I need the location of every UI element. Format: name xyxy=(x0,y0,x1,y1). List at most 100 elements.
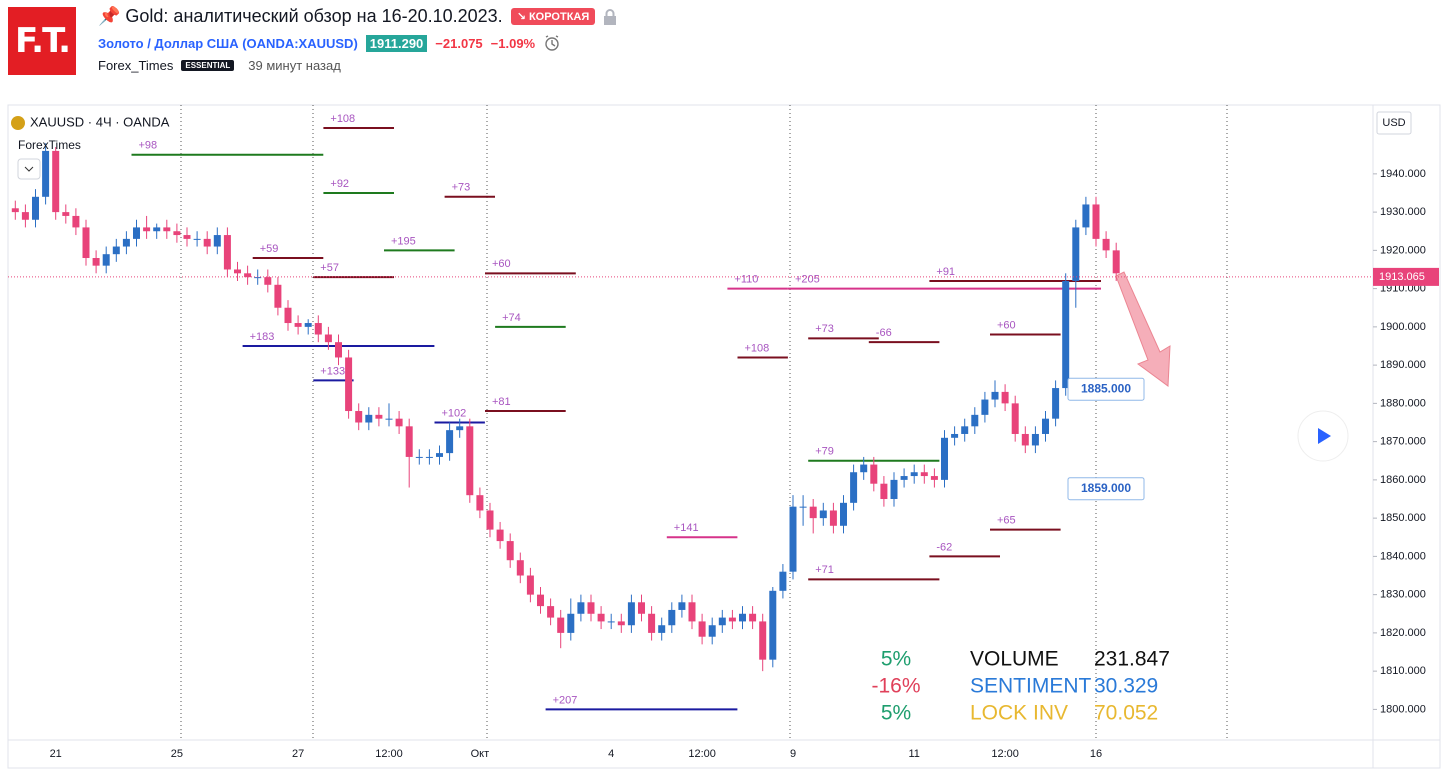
candle-body xyxy=(355,411,363,423)
candle-body xyxy=(678,602,686,610)
level-label: +57 xyxy=(320,262,339,274)
candle-body xyxy=(153,227,161,232)
x-tick-label: Окт xyxy=(471,748,490,760)
candle-body xyxy=(941,437,948,480)
x-tick-label: 12:00 xyxy=(375,748,403,760)
candle-body xyxy=(1001,391,1009,404)
y-tick-label: 1940.000 xyxy=(1380,168,1426,180)
author[interactable]: Forex_Times xyxy=(98,58,174,73)
plan-badge: ESSENTIAL xyxy=(181,60,235,71)
level-label: +183 xyxy=(250,331,275,343)
candle-body xyxy=(314,323,322,335)
y-tick-label: 1820.000 xyxy=(1380,627,1426,639)
stat-pct: 5% xyxy=(881,702,911,725)
level-label: +79 xyxy=(815,446,834,458)
candle-body xyxy=(961,426,969,434)
candle-body xyxy=(799,506,807,508)
stat-value: 30.329 xyxy=(1094,675,1158,698)
level-label: +91 xyxy=(936,266,955,278)
y-tick-label: 1840.000 xyxy=(1380,550,1426,562)
lock-icon xyxy=(604,8,617,25)
level-label: +65 xyxy=(997,515,1016,527)
collapse-button[interactable] xyxy=(17,158,41,180)
author-row: Forex_Times ESSENTIAL 39 минут назад xyxy=(98,58,341,73)
candle-body xyxy=(506,541,514,561)
x-tick-label: 12:00 xyxy=(688,748,716,760)
session-separators xyxy=(180,105,1228,740)
legend: XAUUSD · 4Ч · OANDA xyxy=(30,114,170,129)
candle-body xyxy=(516,560,524,576)
candle-body xyxy=(466,426,474,496)
idea-title: 📌 Gold: аналитический обзор на 16-20.10.… xyxy=(98,6,503,26)
candle-body xyxy=(627,602,635,626)
level-label: +74 xyxy=(502,312,521,324)
symbol-row: Золото / Доллар США (OANDA:XAUUSD) 1911.… xyxy=(98,34,561,52)
y-tick-label: 1860.000 xyxy=(1380,474,1426,486)
candle-body xyxy=(739,613,746,622)
alarm-icon[interactable] xyxy=(543,34,561,52)
stat-value: 231.847 xyxy=(1094,648,1170,671)
candle-body xyxy=(779,571,787,591)
x-tick-label: 16 xyxy=(1090,748,1102,760)
candle-body xyxy=(11,208,19,213)
candle-body xyxy=(728,617,736,622)
candle-body xyxy=(213,235,221,247)
logo: F.T. xyxy=(8,7,76,75)
last-price-tag xyxy=(1373,267,1439,286)
candle-body xyxy=(1062,280,1070,389)
candle-body xyxy=(385,418,393,420)
candle-body xyxy=(173,231,181,236)
candle-body xyxy=(951,433,959,438)
candle-body xyxy=(395,418,403,427)
level-label: +205 xyxy=(795,274,820,286)
level-label: +141 xyxy=(674,522,699,534)
candle-body xyxy=(496,529,504,542)
level-label: +108 xyxy=(330,113,355,125)
candle-body xyxy=(1042,418,1049,434)
level-label: -62 xyxy=(936,541,952,553)
candle-body xyxy=(910,472,918,477)
candle-body xyxy=(163,227,171,232)
candle-body xyxy=(102,254,110,266)
candle-body xyxy=(264,277,272,285)
header: F.T. 📌 Gold: аналитический обзор на 16-2… xyxy=(0,0,1445,100)
currency-box[interactable] xyxy=(1376,111,1412,135)
candle-body xyxy=(698,621,706,637)
candle-body xyxy=(82,227,90,259)
candle-body xyxy=(294,323,302,327)
candle-body xyxy=(415,456,423,458)
x-tick-label: 11 xyxy=(908,748,919,760)
candle-body xyxy=(72,215,80,228)
candle-body xyxy=(880,483,888,500)
candle-body xyxy=(335,342,342,358)
candle-body xyxy=(537,594,544,607)
price-box-label: 1859.000 xyxy=(1081,481,1131,495)
stat-pct: -16% xyxy=(871,675,920,698)
candle-body xyxy=(42,150,50,197)
candle-body xyxy=(769,590,777,660)
price-box-label: 1885.000 xyxy=(1081,381,1131,395)
candle-body xyxy=(547,606,555,618)
candle-body xyxy=(850,472,858,503)
candle-body xyxy=(304,323,312,327)
candle-body xyxy=(617,621,625,626)
price-box xyxy=(1067,377,1145,401)
y-tick-label: 1800.000 xyxy=(1380,703,1426,715)
level-label: +108 xyxy=(745,342,770,354)
candle-body xyxy=(870,464,878,484)
symbol[interactable]: Золото / Доллар США (OANDA:XAUUSD) xyxy=(98,35,358,51)
y-tick-label: 1850.000 xyxy=(1380,512,1426,524)
candle-body xyxy=(112,246,120,255)
candle-body xyxy=(486,510,494,530)
price: 1911.290 xyxy=(365,34,428,52)
level-label: +92 xyxy=(330,178,349,190)
candle-body xyxy=(718,617,726,626)
x-tick-label: 12:00 xyxy=(991,748,1019,760)
candle-body xyxy=(324,334,332,343)
candle-body xyxy=(1102,238,1110,251)
candle-body xyxy=(133,227,140,239)
candle-body xyxy=(143,227,151,232)
level-label: +73 xyxy=(452,182,471,194)
candle-body xyxy=(759,621,767,660)
